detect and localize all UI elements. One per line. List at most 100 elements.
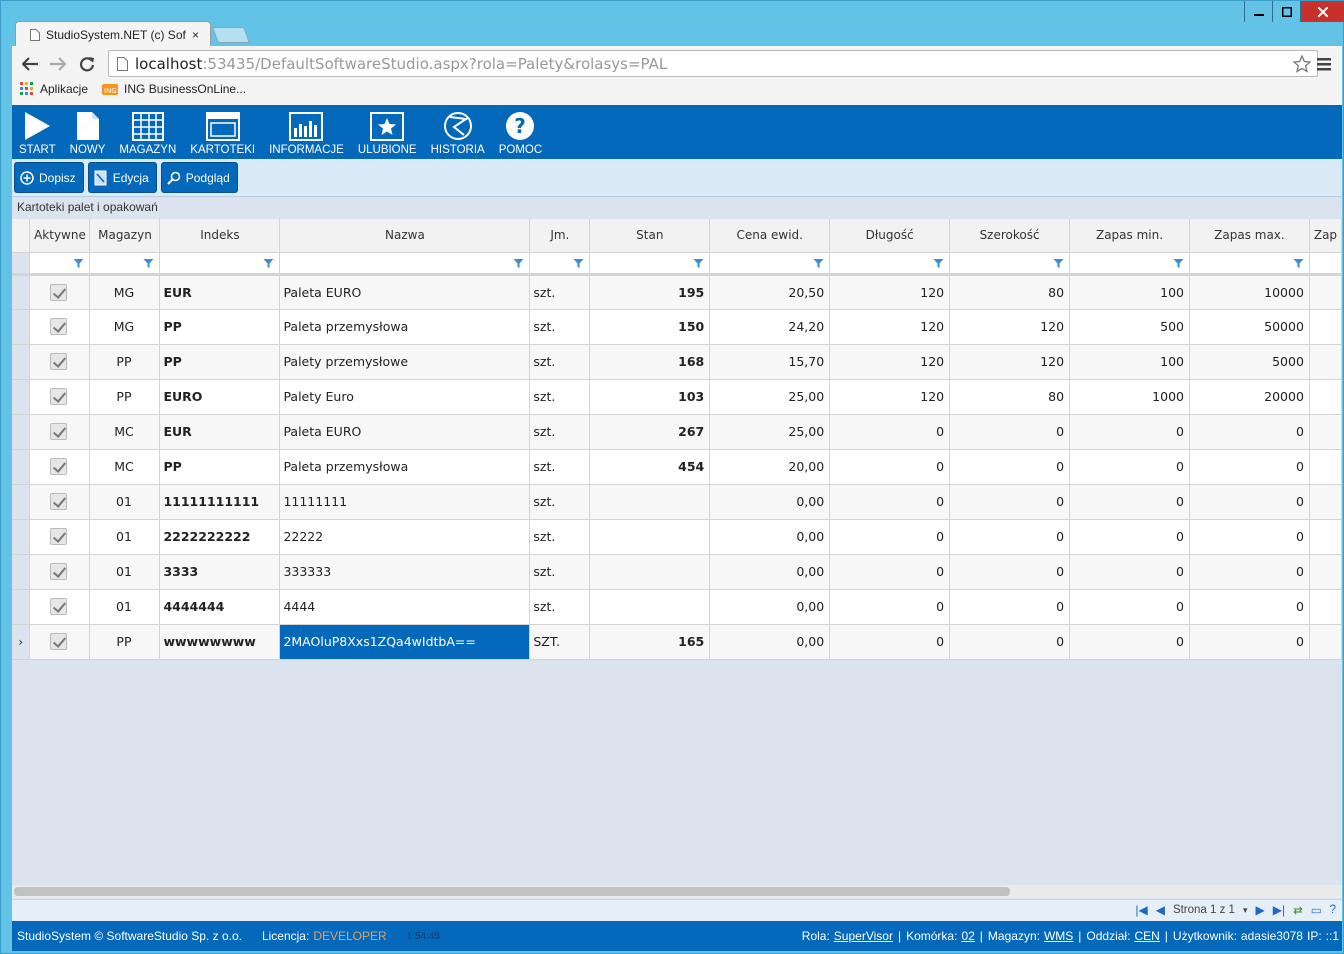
cell-szerokosc[interactable]: 80 [949, 274, 1071, 310]
cell-dlugosc[interactable]: 0 [829, 484, 951, 520]
cell-stan[interactable]: 454 [589, 449, 711, 485]
active-cell[interactable] [29, 379, 91, 415]
cell-dlugosc[interactable]: 120 [829, 344, 951, 380]
column-filter[interactable] [1189, 252, 1310, 276]
table-row[interactable]: PP EURO Palety Euro szt. 103 25,00 120 80 1000 20… [12, 379, 1343, 415]
next-page-icon[interactable]: ▶ [1255, 903, 1265, 917]
cell-dlugosc[interactable]: 120 [829, 274, 951, 310]
cell-szerokosc[interactable]: 0 [949, 589, 1071, 625]
cell-nazwa[interactable]: Paleta przemysłowa [279, 449, 531, 485]
row-indicator[interactable] [12, 449, 31, 485]
cell-indeks[interactable]: PP [159, 344, 281, 380]
cell-dlugosc[interactable]: 0 [829, 414, 951, 450]
cell-zmax[interactable]: 0 [1189, 414, 1310, 450]
cell-jm[interactable]: szt. [529, 414, 591, 450]
table-row[interactable]: MG PP Paleta przemysłowa szt. 150 24,20 120 120… [12, 309, 1343, 345]
close-window-icon[interactable] [1300, 1, 1344, 22]
active-checkbox[interactable] [50, 283, 68, 301]
table-row[interactable]: 01 11111111111 11111111 szt. 0,00 0 0 0 0 [12, 484, 1343, 520]
export-icon[interactable]: ▭ [1310, 905, 1322, 917]
table-row[interactable]: 01 4444444 4444 szt. 0,00 0 0 0 0 [12, 589, 1343, 625]
cell-indeks[interactable]: EURO [159, 379, 281, 415]
cell-stan[interactable]: 165 [589, 624, 711, 660]
active-cell[interactable] [29, 554, 91, 590]
column-filter[interactable] [529, 252, 591, 276]
cell-zmin[interactable]: 0 [1069, 624, 1190, 660]
prev-page-icon[interactable]: ◀ [1155, 903, 1165, 917]
cell-stan[interactable]: 103 [589, 379, 711, 415]
column-header[interactable]: Stan [589, 219, 711, 253]
active-checkbox[interactable] [50, 458, 68, 475]
cell-szerokosc[interactable]: 0 [949, 554, 1071, 590]
cell-zmin[interactable]: 0 [1069, 484, 1190, 520]
active-cell[interactable] [29, 414, 91, 450]
cell-magazyn[interactable]: PP [89, 624, 161, 660]
cell-magazyn[interactable]: MG [89, 309, 161, 345]
cell-magazyn[interactable]: 01 [89, 484, 161, 520]
active-checkbox[interactable] [50, 598, 68, 615]
bookmark-star-icon[interactable] [1293, 55, 1311, 73]
cell-cena[interactable]: 25,00 [709, 379, 831, 415]
cell-indeks[interactable]: PP [159, 449, 281, 485]
cell-nazwa[interactable]: 11111111 [279, 484, 531, 520]
row-indicator[interactable] [12, 274, 31, 310]
cell-zmax[interactable]: 10000 [1189, 274, 1310, 310]
cell-cena[interactable]: 25,00 [709, 414, 831, 450]
toolbar-kartoteki[interactable]: KARTOTEKI [183, 105, 262, 159]
cell-jm[interactable]: szt. [529, 309, 591, 345]
cell-zmax[interactable]: 20000 [1189, 379, 1310, 415]
toolbar-historia[interactable]: HISTORIA [424, 105, 492, 159]
cell-magazyn[interactable]: 01 [89, 519, 161, 555]
table-row[interactable]: › PP wwwwwwww 2MAOluP8Xxs1ZQa4wIdtbA== SZT. 1… [12, 624, 1343, 660]
cell-cena[interactable]: 0,00 [709, 554, 831, 590]
cell-stan[interactable]: 195 [589, 274, 711, 310]
cell-nazwa[interactable]: Paleta EURO [279, 414, 531, 450]
column-header[interactable]: Zap [1309, 219, 1343, 253]
cell-dlugosc[interactable]: 0 [829, 554, 951, 590]
address-bar[interactable]: localhost:53435/DefaultSoftwareStudio.as… [108, 50, 1318, 77]
tab-close-icon[interactable]: × [192, 27, 200, 42]
cell-indeks[interactable]: EUR [159, 414, 281, 450]
toolbar-magazyn[interactable]: MAGAZYN [112, 105, 183, 159]
new-tab-button[interactable] [212, 27, 250, 43]
cell-stan[interactable] [589, 554, 711, 590]
cell-indeks[interactable]: 2222222222 [159, 519, 281, 555]
column-filter[interactable] [279, 252, 531, 276]
cell-magazyn[interactable]: 01 [89, 554, 161, 590]
cell-jm[interactable]: szt. [529, 379, 591, 415]
cell-zmax[interactable]: 0 [1189, 554, 1310, 590]
column-header[interactable]: Nazwa [279, 219, 531, 253]
cell-zmin[interactable]: 0 [1069, 449, 1190, 485]
column-header[interactable]: Aktywne [29, 219, 91, 253]
cell-nazwa[interactable]: Palety Euro [279, 379, 531, 415]
cell-nazwa[interactable]: 333333 [279, 554, 531, 590]
active-cell[interactable] [29, 624, 91, 660]
cell-jm[interactable]: szt. [529, 274, 591, 310]
toolbar-start[interactable]: START [12, 105, 63, 159]
cell-stan[interactable]: 267 [589, 414, 711, 450]
column-filter[interactable] [589, 252, 711, 276]
current-row-indicator-icon[interactable]: › [12, 624, 31, 660]
row-indicator[interactable] [12, 554, 31, 590]
active-checkbox[interactable] [50, 528, 68, 545]
help-small-icon[interactable]: ? [1329, 904, 1336, 916]
cell-stan[interactable]: 168 [589, 344, 711, 380]
column-header[interactable]: Cena ewid. [709, 219, 831, 253]
cell-zmax[interactable]: 0 [1189, 589, 1310, 625]
cell-szerokosc[interactable]: 0 [949, 484, 1071, 520]
cell-zmin[interactable]: 500 [1069, 309, 1190, 345]
table-row[interactable]: MG EUR Paleta EURO szt. 195 20,50 120 80 100 1000… [12, 274, 1343, 310]
cell-indeks[interactable]: 4444444 [159, 589, 281, 625]
cell-dlugosc[interactable]: 0 [829, 589, 951, 625]
cell-indeks[interactable]: 11111111111 [159, 484, 281, 520]
cell-zmax[interactable]: 0 [1189, 484, 1310, 520]
cell-magazyn[interactable]: MC [89, 414, 161, 450]
column-header[interactable]: Długość [829, 219, 951, 253]
edit-button[interactable]: Edycja [87, 162, 157, 193]
page-dropdown-icon[interactable]: ▾ [1242, 904, 1248, 915]
cell-magazyn[interactable]: PP [89, 344, 161, 380]
active-checkbox[interactable] [50, 493, 68, 510]
cell-jm[interactable]: szt. [529, 344, 591, 380]
column-filter[interactable] [1069, 252, 1190, 276]
cell-indeks[interactable]: PP [159, 309, 281, 345]
